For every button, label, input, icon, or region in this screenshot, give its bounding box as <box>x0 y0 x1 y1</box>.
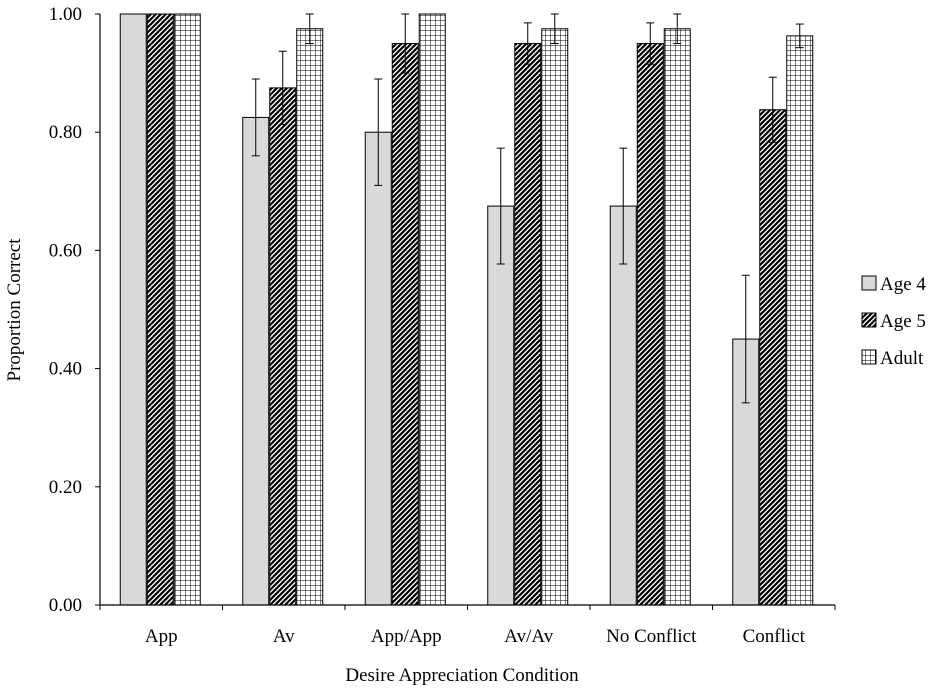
error-bar-adult-4 <box>673 13 682 45</box>
bar-age-5-1 <box>269 87 297 606</box>
bar-adult-0 <box>173 13 201 606</box>
error-bar-adult-5 <box>795 23 804 49</box>
bar-age-5-0 <box>146 13 174 606</box>
error-bar-age-5-2 <box>401 13 410 74</box>
bar-age-4-4 <box>609 205 637 606</box>
x-tick-label: Conflict <box>743 626 806 647</box>
legend-item-age-5: Age 5 <box>861 311 926 332</box>
x-axis-title: Desire Appreciation Condition <box>345 665 579 686</box>
bar-age-5-2 <box>391 43 419 606</box>
error-bar-age-4-5 <box>741 274 750 404</box>
x-tick-label: App/App <box>371 626 442 647</box>
x-tick-label: Av/Av <box>504 626 553 647</box>
y-ticks: 0.00 0.20 0.40 0.60 0.80 1.00 <box>49 4 100 616</box>
bar-adult-2 <box>418 13 446 606</box>
error-bar-adult-1 <box>305 13 314 45</box>
bar-age-5-3 <box>514 43 542 606</box>
y-tick-label: 0.00 <box>49 595 82 616</box>
error-bar-adult-3 <box>550 13 559 45</box>
legend-label: Age 4 <box>880 274 926 295</box>
y-tick-label: 0.60 <box>49 240 82 261</box>
legend-swatch <box>861 312 877 328</box>
bar-age-5-4 <box>636 43 664 606</box>
bar-age-4-2 <box>364 131 392 606</box>
x-tick-label: App <box>145 626 178 647</box>
bar-age-4-3 <box>487 205 515 606</box>
bar-adult-4 <box>663 28 691 606</box>
legend-swatch <box>861 349 877 365</box>
error-bar-age-4-3 <box>496 147 505 265</box>
x-tick-label: Av <box>273 626 295 647</box>
error-bar-age-4-4 <box>619 147 628 265</box>
legend-swatch <box>861 275 877 291</box>
bar-adult-1 <box>296 28 324 606</box>
x-tick-label: No Conflict <box>606 626 697 647</box>
bar-adult-5 <box>786 35 814 606</box>
error-bar-age-4-1 <box>251 78 260 157</box>
y-axis-title: Proportion Correct <box>4 238 25 382</box>
legend-label: Age 5 <box>880 311 926 332</box>
bar-age-5-5 <box>759 109 787 606</box>
bar-age-4-0 <box>119 13 147 606</box>
error-bar-age-5-1 <box>278 50 287 126</box>
x-ticks: App Av App/App Av/Av No Conflict Conflict <box>99 605 836 647</box>
bar-adult-3 <box>541 28 569 606</box>
legend-label: Adult <box>880 348 924 369</box>
error-bar-age-4-2 <box>374 78 383 186</box>
legend: Age 4 Age 5 Adult <box>861 274 926 369</box>
y-tick-label: 1.00 <box>49 4 82 25</box>
y-tick-label: 0.40 <box>49 359 82 380</box>
y-tick-label: 0.20 <box>49 477 82 498</box>
error-bars-layer <box>251 13 804 404</box>
bar-age-4-1 <box>242 116 270 606</box>
legend-item-age-4: Age 4 <box>861 274 926 295</box>
error-bar-age-5-4 <box>646 22 655 65</box>
bars-layer <box>119 13 814 606</box>
legend-item-adult: Adult <box>861 348 924 369</box>
y-tick-label: 0.80 <box>49 122 82 143</box>
error-bar-age-5-3 <box>523 22 532 65</box>
error-bar-age-5-5 <box>768 76 777 143</box>
